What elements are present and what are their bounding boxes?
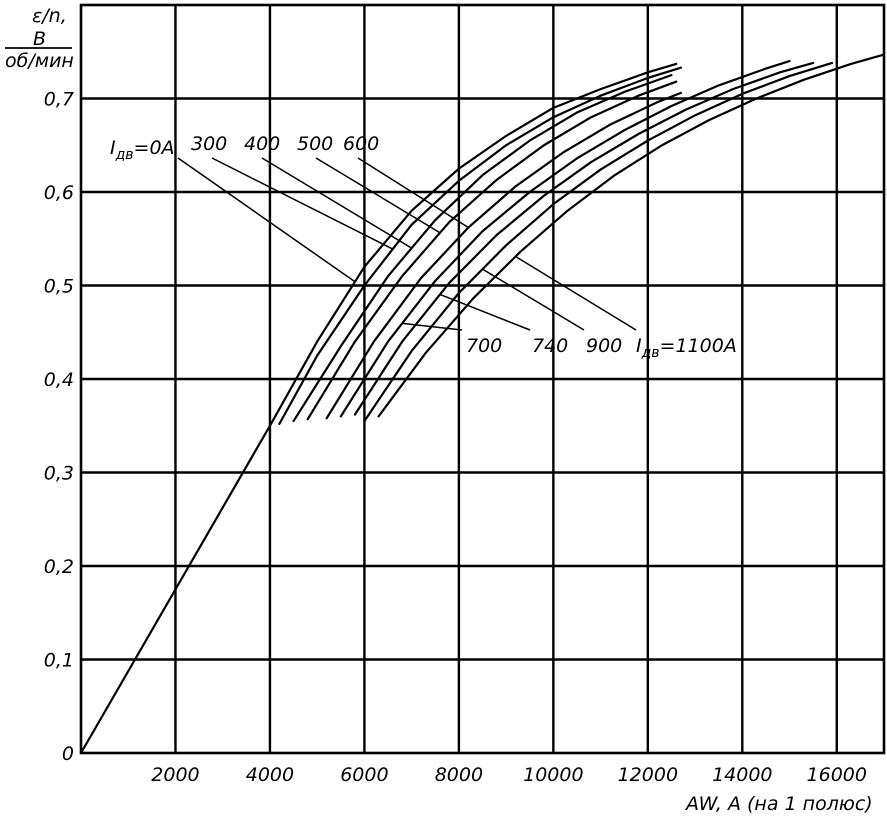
y-tick-label: 0,4 [44,369,74,391]
x-tick-label: 16000 [807,764,867,786]
grid [79,3,886,755]
curve-label-700: 700 [466,335,502,357]
curve-label-900: 900 [586,335,622,357]
curve-series [268,62,678,427]
curve-label-idv1100: Iдв=1100A [636,335,737,361]
x-tick-label: 4000 [246,764,294,786]
y-tick-label: 0,5 [44,276,74,298]
tick-labels: 2000 4000 6000 8000 10000 12000 14000 16000 0 0,1… [44,89,867,787]
y-tick-label: 0 [62,743,74,765]
x-tick-label: 6000 [340,764,388,786]
y-tick-label: 0,2 [44,556,74,578]
x-tick-label: 12000 [618,764,678,786]
x-axis-title: AW, A (на 1 полюс) [684,793,873,815]
base-magnetization-line [79,424,272,755]
label-leader [515,255,637,331]
y-axis-title-denominator: об/мин [5,50,74,72]
label-leader [357,157,469,229]
label-leader [482,268,585,331]
y-axis-title-numerator: В [33,28,46,50]
x-tick-label: 8000 [435,764,483,786]
curve-series [306,80,678,421]
curve-series [292,74,673,423]
curve-series [377,53,886,418]
label-leader [177,157,356,283]
curve-series [353,61,815,416]
curve-label-600: 600 [343,133,379,155]
curve-label-500: 500 [297,133,333,155]
x-tick-label: 14000 [712,764,772,786]
label-leaders [177,157,637,331]
label-leader [439,293,531,331]
curve-label-300: 300 [191,133,227,155]
x-tick-label: 10000 [523,764,583,786]
label-leader [402,322,463,331]
y-tick-label: 0,6 [44,182,74,204]
curve-label-400: 400 [244,133,280,155]
curves [79,53,886,755]
curve-series [363,61,834,423]
curve-series [339,59,791,418]
curve-label-740: 740 [532,335,568,357]
curve-label-idv0: Iдв=0A [110,137,175,163]
label-leader [261,157,413,249]
x-tick-label: 2000 [151,764,199,786]
curve-series [278,66,682,425]
label-leader [315,157,441,234]
y-tick-label: 0,1 [44,650,74,672]
y-tick-label: 0,3 [44,463,74,485]
y-tick-label: 0,7 [44,89,74,111]
curve-series [325,91,682,420]
label-leader [211,157,394,250]
y-axis-title-top: ε/n, [32,5,67,27]
